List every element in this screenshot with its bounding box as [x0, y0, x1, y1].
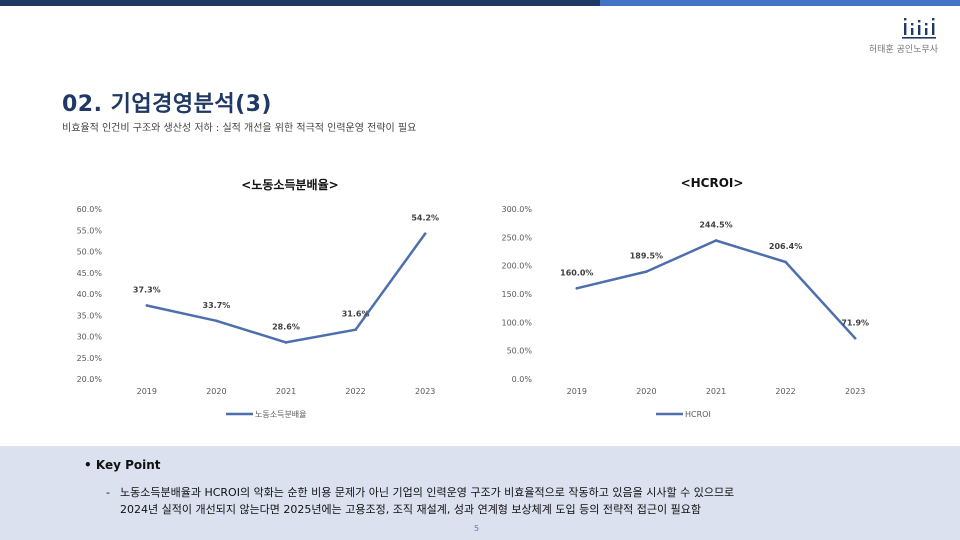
labor-share-y-tick-label: 20.0% [77, 375, 103, 384]
hcroi-y-tick-label: 250.0% [501, 233, 532, 242]
labor-share-y-tick-label: 55.0% [77, 226, 103, 235]
hcroi-y-tick-label: 200.0% [501, 262, 532, 271]
key-point-title: Key Point [95, 458, 161, 472]
labor-share-y-tick-label: 30.0% [77, 333, 103, 342]
labor-share-x-tick-label: 2023 [415, 387, 435, 396]
labor-share-y-tick-label: 25.0% [77, 354, 103, 363]
company-name: 허태훈 공인노무사 [868, 45, 938, 55]
labor-share-data-point [145, 304, 149, 307]
labor-share-legend-label: 노동소득분배율 [255, 410, 307, 419]
hcroi-data-point [714, 239, 718, 242]
labor-share-y-tick-label: 40.0% [77, 290, 103, 299]
hcroi-x-tick-label: 2020 [636, 387, 656, 396]
labor-share-data-point [423, 232, 427, 235]
hcroi-x-tick-label: 2022 [775, 387, 795, 396]
hcroi-legend-label: HCROI [685, 410, 711, 419]
chart-title-hcroi: <HCROI> [680, 176, 744, 190]
labor-share-y-tick-label: 45.0% [77, 269, 103, 278]
hcroi-data-point [784, 260, 787, 264]
key-point-line-2: 2024년 실적이 개선되지 않는다면 2025년에는 고용조정, 조직 재설계… [120, 503, 701, 516]
hcroi-chart: 0.0% 50.0% 100.0% 150.0% 200.0% 250.0% 300.0% 2… [501, 205, 869, 419]
hcroi-data-label: 244.5% [699, 220, 732, 229]
hcroi-y-tick-label: 300.0% [501, 205, 532, 214]
page-title: 02. 기업경영분석(3) [62, 92, 272, 117]
labor-share-y-tick-label: 60.0% [77, 205, 103, 214]
key-point-dash: - [106, 486, 110, 499]
hcroi-data-label: 160.0% [560, 268, 593, 277]
labor-share-data-label: 54.2% [411, 214, 439, 223]
hcroi-y-tick-label: 100.0% [501, 318, 532, 327]
hcroi-data-point [853, 336, 857, 340]
hcroi-data-label: 71.9% [841, 318, 869, 327]
key-point-panel [0, 446, 960, 540]
labor-share-y-tick-label: 50.0% [77, 248, 103, 257]
key-point-line-1: 노동소득분배율과 HCROI의 악화는 순한 비용 문제가 아닌 기업의 인력운… [120, 486, 735, 499]
hcroi-y-tick-label: 150.0% [501, 290, 532, 299]
top-bar-light [600, 0, 960, 6]
labor-share-x-tick-label: 2019 [137, 387, 157, 396]
page-number: 5 [474, 524, 480, 533]
hcroi-x-tick-label: 2023 [845, 387, 865, 396]
company-logo-icon [902, 18, 936, 39]
key-point-heading: • Key Point [84, 458, 161, 472]
labor-share-x-tick-label: 2020 [206, 387, 226, 396]
page-subtitle: 비효율적 인건비 구조와 생산성 저하 : 실적 개선을 위한 적극적 인력운영… [62, 123, 417, 134]
labor-share-chart: 20.0% 25.0% 30.0% 35.0% 40.0% 45.0% 50.0% 55.0%… [77, 205, 440, 419]
hcroi-series-line [576, 239, 857, 340]
key-point-body: - 노동소득분배율과 HCROI의 악화는 순한 비용 문제가 아닌 기업의 인… [106, 484, 906, 518]
labor-share-data-label: 31.6% [342, 310, 370, 319]
labor-share-data-label: 28.6% [272, 322, 300, 331]
labor-share-x-tick-label: 2022 [345, 387, 365, 396]
hcroi-data-label: 189.5% [630, 252, 663, 261]
labor-share-y-tick-label: 35.0% [77, 311, 103, 320]
labor-share-data-point [215, 319, 218, 323]
hcroi-data-point [575, 287, 579, 290]
labor-share-data-point [284, 341, 288, 344]
hcroi-y-tick-label: 50.0% [507, 347, 533, 356]
hcroi-x-tick-label: 2019 [567, 387, 587, 396]
labor-share-data-label: 33.7% [203, 301, 231, 310]
chart-title-labor-share: <노동소득분배율> [241, 178, 339, 192]
hcroi-x-tick-label: 2021 [706, 387, 726, 396]
hcroi-y-tick-label: 0.0% [512, 375, 533, 384]
top-bar-dark [0, 0, 600, 6]
labor-share-data-label: 37.3% [133, 285, 161, 294]
labor-share-data-point [354, 328, 357, 331]
hcroi-data-point [645, 270, 648, 273]
labor-share-x-tick-label: 2021 [276, 387, 296, 396]
key-point-bullet: • [84, 458, 92, 472]
hcroi-data-label: 206.4% [769, 242, 802, 251]
